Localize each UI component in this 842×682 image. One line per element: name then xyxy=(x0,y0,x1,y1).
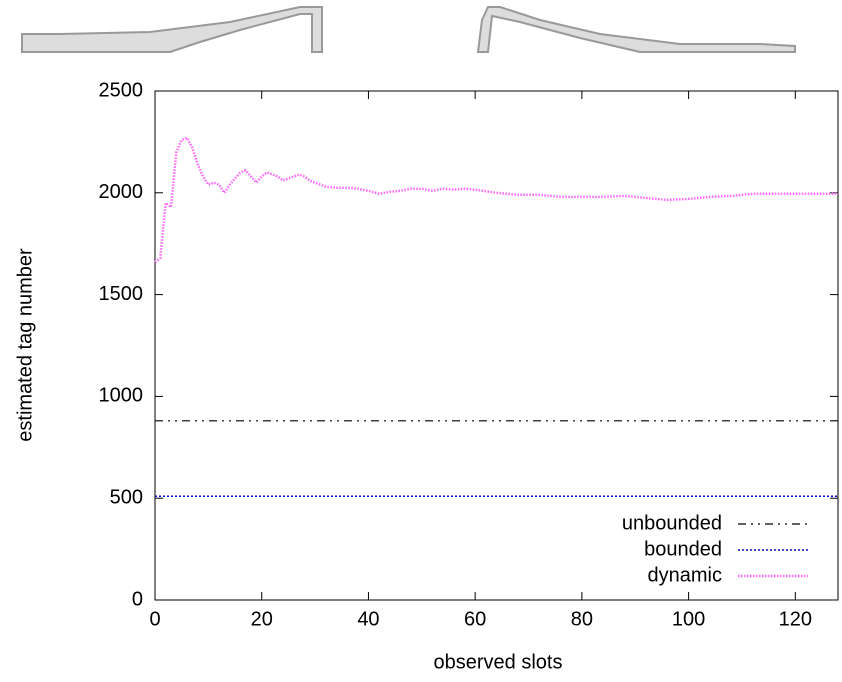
y-tick-label: 2500 xyxy=(99,79,144,101)
x-tick-label: 120 xyxy=(779,608,812,630)
x-tick-label: 100 xyxy=(672,608,705,630)
y-tick-label: 500 xyxy=(110,486,143,508)
x-axis-label: observed slots xyxy=(434,651,563,673)
y-tick-label: 1500 xyxy=(99,283,144,305)
y-axis-label: estimated tag number xyxy=(14,248,36,442)
legend-label: dynamic xyxy=(648,564,722,586)
y-tick-label: 0 xyxy=(132,588,143,610)
series-line xyxy=(154,136,838,263)
x-tick-label: 60 xyxy=(464,608,486,630)
x-tick-label: 40 xyxy=(357,608,379,630)
y-tick-label: 1000 xyxy=(99,385,144,407)
legend-label: bounded xyxy=(644,538,722,560)
x-tick-label: 20 xyxy=(251,608,273,630)
x-tick-label: 80 xyxy=(571,608,593,630)
y-tick-label: 2000 xyxy=(99,181,144,203)
x-tick-label: 0 xyxy=(149,608,160,630)
header-decoration xyxy=(21,6,796,53)
decor-shape xyxy=(476,6,796,53)
decor-shape xyxy=(21,6,323,53)
legend-label: unbounded xyxy=(622,512,722,534)
plot-frame xyxy=(154,90,839,601)
